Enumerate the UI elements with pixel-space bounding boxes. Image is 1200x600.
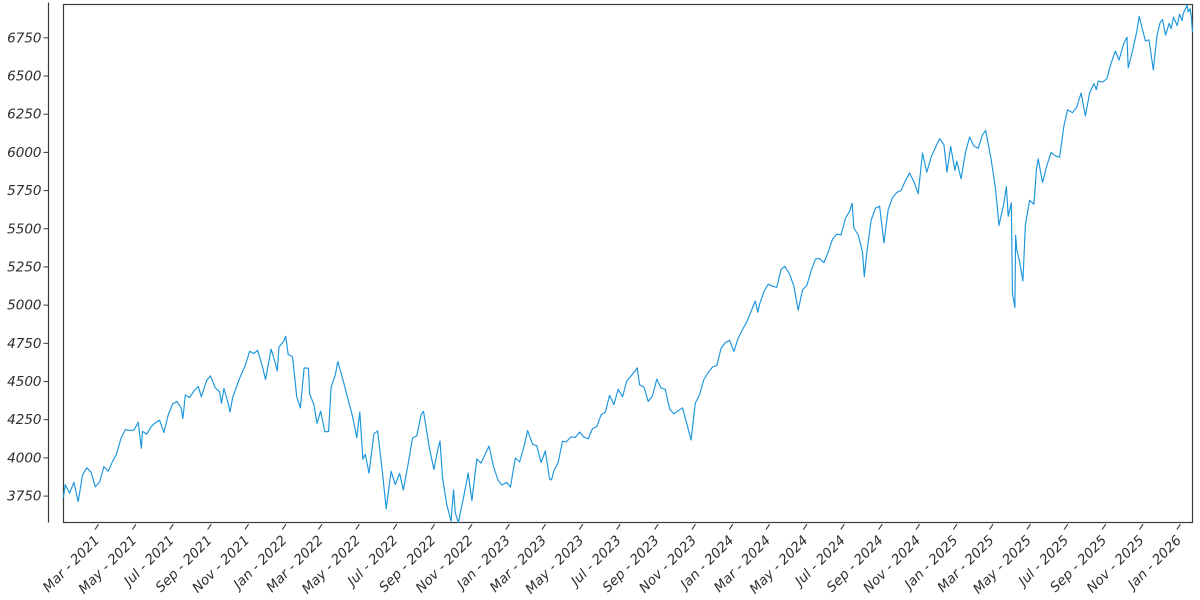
y-tick-label: 4500 <box>7 374 41 390</box>
y-tick-label: 5500 <box>7 221 41 237</box>
y-tick-label: 3750 <box>7 489 41 505</box>
x-tick-mark <box>169 523 174 530</box>
y-tick-label: 6500 <box>7 69 41 85</box>
y-tick-label: 5000 <box>7 298 41 314</box>
x-tick-mark <box>207 523 212 530</box>
x-tick-mark <box>355 523 360 530</box>
x-tick-mark <box>317 523 323 530</box>
y-tick-label: 6250 <box>7 107 41 123</box>
x-tick-mark <box>1026 523 1031 530</box>
x-tick-mark <box>840 523 845 530</box>
y-tick-label: 5750 <box>7 183 41 199</box>
x-tick-mark <box>765 523 771 530</box>
x-tick-mark <box>1063 523 1069 530</box>
y-tick-label: 4250 <box>7 412 41 428</box>
x-tick-mark <box>616 523 621 530</box>
x-tick-mark <box>878 523 883 530</box>
y-tick-label: 6750 <box>7 30 41 46</box>
plot-border <box>62 3 1194 524</box>
y-tick-label: 6000 <box>7 145 41 161</box>
x-tick-mark <box>578 523 584 530</box>
y-tick-label: 5250 <box>7 259 41 275</box>
x-tick-mark <box>1139 523 1144 530</box>
x-tick-mark <box>1101 523 1107 530</box>
y-tick-label: 4000 <box>7 450 41 466</box>
x-tick-mark <box>505 523 510 530</box>
x-tick-mark <box>952 523 958 530</box>
x-tick-mark <box>915 523 921 530</box>
x-tick-mark <box>392 523 398 530</box>
x-tick-mark <box>691 523 696 530</box>
x-tick-mark <box>131 523 137 530</box>
x-tick-mark <box>541 523 546 530</box>
x-tick-mark <box>281 523 287 530</box>
x-tick-mark <box>802 523 808 530</box>
x-tick-mark <box>989 523 994 530</box>
x-tick-mark <box>728 523 734 530</box>
y-tick-label: 4750 <box>7 336 41 352</box>
x-tick-mark <box>467 523 473 530</box>
x-tick-mark <box>1176 523 1181 530</box>
x-tick-mark <box>94 523 100 530</box>
x-tick-mark <box>654 523 659 530</box>
x-tick-mark <box>430 523 436 530</box>
x-tick-mark <box>244 523 250 530</box>
price-line <box>62 4 1194 524</box>
